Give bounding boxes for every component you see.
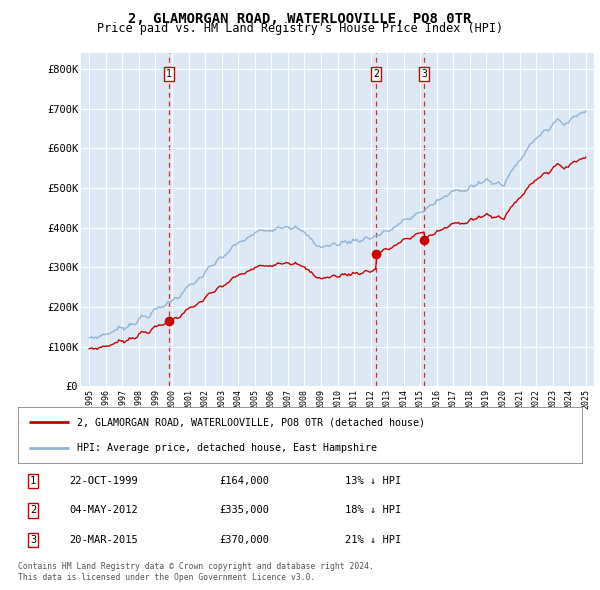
Text: £164,000: £164,000 bbox=[219, 476, 269, 486]
Text: HPI: Average price, detached house, East Hampshire: HPI: Average price, detached house, East… bbox=[77, 443, 377, 453]
Text: 2: 2 bbox=[373, 69, 379, 79]
Text: 22-OCT-1999: 22-OCT-1999 bbox=[69, 476, 138, 486]
Text: 18% ↓ HPI: 18% ↓ HPI bbox=[345, 506, 401, 515]
Text: 2, GLAMORGAN ROAD, WATERLOOVILLE, PO8 0TR: 2, GLAMORGAN ROAD, WATERLOOVILLE, PO8 0T… bbox=[128, 12, 472, 26]
Text: 2: 2 bbox=[30, 506, 36, 515]
Text: 20-MAR-2015: 20-MAR-2015 bbox=[69, 535, 138, 545]
Text: 13% ↓ HPI: 13% ↓ HPI bbox=[345, 476, 401, 486]
Text: 1: 1 bbox=[166, 69, 172, 79]
Text: Contains HM Land Registry data © Crown copyright and database right 2024.: Contains HM Land Registry data © Crown c… bbox=[18, 562, 374, 571]
Text: 04-MAY-2012: 04-MAY-2012 bbox=[69, 506, 138, 515]
Text: 2, GLAMORGAN ROAD, WATERLOOVILLE, PO8 0TR (detached house): 2, GLAMORGAN ROAD, WATERLOOVILLE, PO8 0T… bbox=[77, 417, 425, 427]
Text: £370,000: £370,000 bbox=[219, 535, 269, 545]
Text: 3: 3 bbox=[421, 69, 427, 79]
Text: Price paid vs. HM Land Registry's House Price Index (HPI): Price paid vs. HM Land Registry's House … bbox=[97, 22, 503, 35]
Text: This data is licensed under the Open Government Licence v3.0.: This data is licensed under the Open Gov… bbox=[18, 573, 316, 582]
Text: 21% ↓ HPI: 21% ↓ HPI bbox=[345, 535, 401, 545]
Text: 1: 1 bbox=[30, 476, 36, 486]
Text: £335,000: £335,000 bbox=[219, 506, 269, 515]
Text: 3: 3 bbox=[30, 535, 36, 545]
